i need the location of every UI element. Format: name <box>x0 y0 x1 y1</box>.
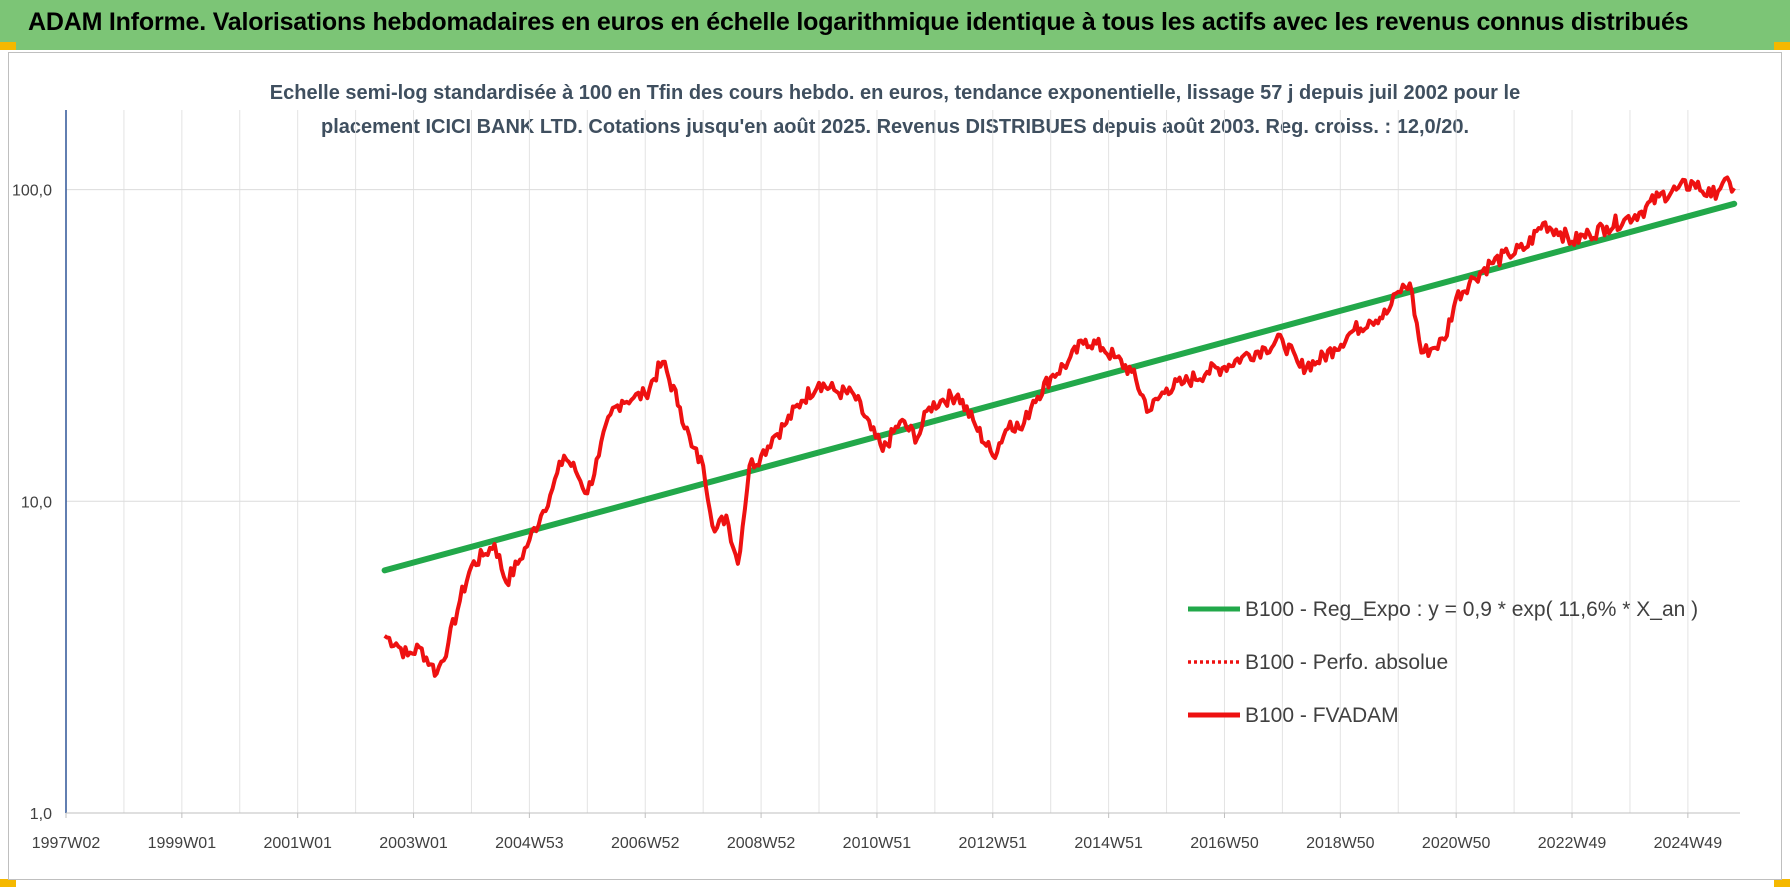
series-line-fvadam <box>383 175 1736 678</box>
x-tick-label: 2018W50 <box>1306 835 1375 852</box>
axes: 1,0 10,0 100,0 1997W02 1999W01 2001W01 2003W01… <box>12 110 1740 852</box>
report-banner: ADAM Informe. Valorisations hebdomadaire… <box>0 0 1790 52</box>
chart-frame <box>8 52 1782 880</box>
y-tick-label: 1,0 <box>30 806 52 823</box>
chart-subtitle: Echelle semi-log standardisée à 100 en T… <box>270 82 1520 138</box>
x-tick-label: 2008W52 <box>727 835 796 852</box>
x-tick-label: 2003W01 <box>379 835 448 852</box>
x-tick-label: 1999W01 <box>148 835 217 852</box>
y-tick-label: 100,0 <box>12 183 52 200</box>
gridlines <box>65 110 1740 814</box>
x-tick-label: 2022W49 <box>1538 835 1607 852</box>
legend-label-reg-expo: B100 - Reg_Expo : y = 0,9 * exp( 11,6% *… <box>1245 598 1698 621</box>
x-tick-label: 2014W51 <box>1074 835 1143 852</box>
report-title: ADAM Informe. Valorisations hebdomadaire… <box>28 8 1689 36</box>
corner-marker-bottom-right <box>1774 879 1790 887</box>
x-tick-label: 2001W01 <box>263 835 332 852</box>
series-line-reg-expo <box>381 200 1738 574</box>
x-tick-label: 2006W52 <box>611 835 680 852</box>
x-tick-label: 2004W53 <box>495 835 564 852</box>
legend-label-perfo-absolue: B100 - Perfo. absolue <box>1245 651 1448 674</box>
legend: B100 - Reg_Expo : y = 0,9 * exp( 11,6% *… <box>1188 598 1698 727</box>
legend-label-fvadam: B100 - FVADAM <box>1245 704 1399 727</box>
chart-subtitle-line-2: placement ICICI BANK LTD. Cotations jusq… <box>321 116 1469 138</box>
corner-marker-top-right <box>1774 42 1790 50</box>
x-tick-label: 1997W02 <box>32 835 101 852</box>
plot-series <box>381 175 1738 678</box>
x-tick-label: 2016W50 <box>1190 835 1259 852</box>
corner-marker-top-left <box>0 42 16 50</box>
chart-subtitle-line-1: Echelle semi-log standardisée à 100 en T… <box>270 82 1520 104</box>
x-tick-label: 2024W49 <box>1654 835 1723 852</box>
x-tick-label: 2020W50 <box>1422 835 1491 852</box>
x-tick-label: 2010W51 <box>843 835 912 852</box>
x-tick-label: 2012W51 <box>959 835 1028 852</box>
y-tick-label: 10,0 <box>21 494 52 511</box>
corner-marker-bottom-left <box>0 879 16 887</box>
